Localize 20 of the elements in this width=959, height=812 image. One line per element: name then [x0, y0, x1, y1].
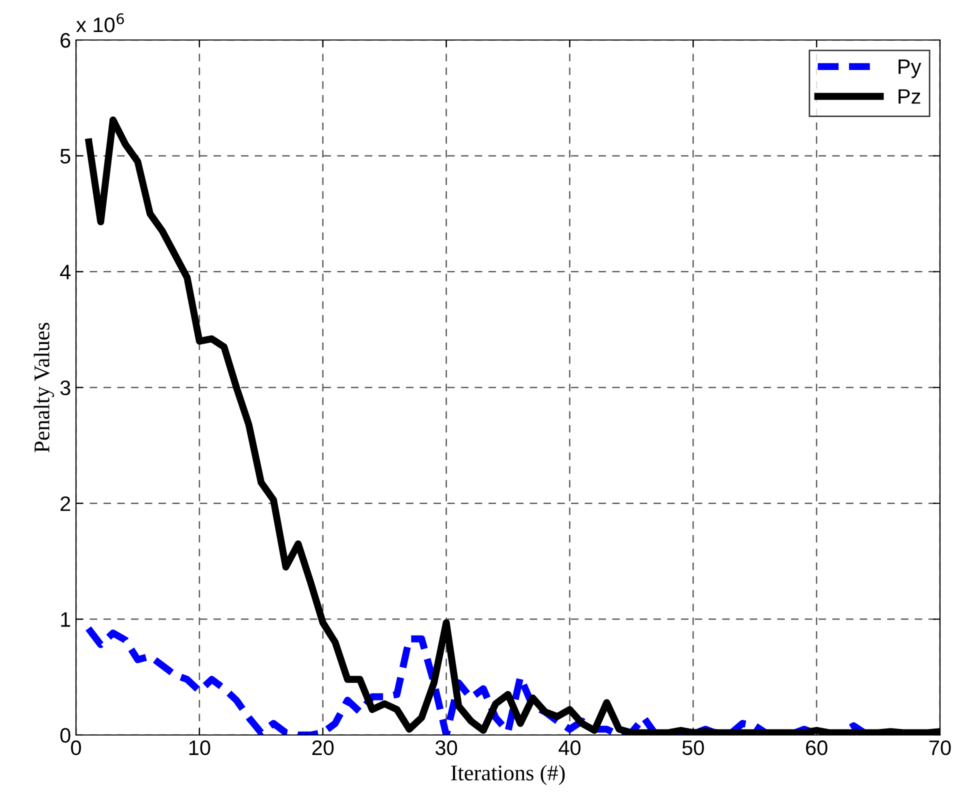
x-tick-label: 40: [558, 740, 580, 756]
y-axis-title: Penalty Values: [34, 322, 54, 452]
y-tick-label: 6: [60, 33, 70, 48]
y-tick-label: 4: [60, 264, 71, 280]
y-tick-label: 5: [60, 149, 70, 164]
x-tick-label: 10: [189, 740, 210, 756]
x-tick-label: 0: [71, 740, 81, 756]
legend-label: Py: [898, 60, 922, 78]
legend-label: Pz: [898, 89, 920, 104]
y-tick-label: 3: [60, 380, 70, 396]
x-tick-label: 70: [929, 740, 951, 756]
x-tick-label: 20: [312, 740, 334, 756]
y-tick-label: 0: [60, 728, 70, 743]
y-tick-label: 2: [60, 496, 70, 511]
x-tick-label: 50: [682, 740, 704, 756]
x-tick-label: 60: [806, 740, 828, 756]
x-tick-label: 30: [435, 740, 458, 756]
x-axis-title: Iterations (#): [451, 764, 565, 785]
text: x 10$^{6}$: [76, 13, 124, 32]
y-tick-label: 1: [61, 612, 70, 627]
